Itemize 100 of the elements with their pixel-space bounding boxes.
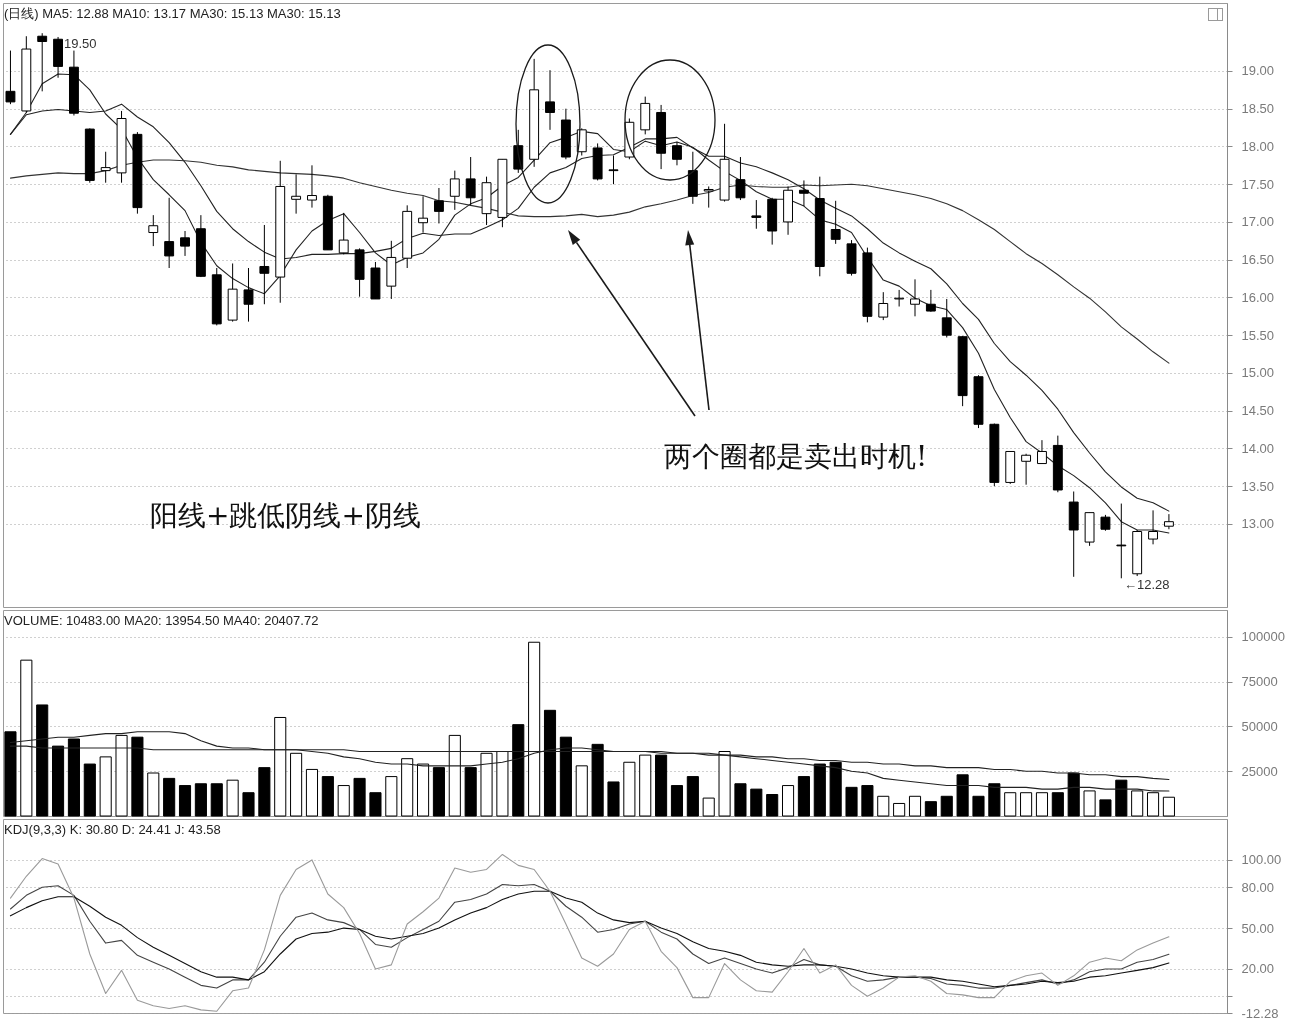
candlestick — [465, 156, 476, 206]
y-tick-label: 15.00 — [1241, 365, 1275, 381]
y-tick-label: 14.50 — [1241, 403, 1275, 419]
candlestick — [830, 200, 841, 245]
candlestick — [703, 185, 714, 209]
candlestick — [148, 214, 159, 247]
bar — [242, 792, 255, 817]
candlestick — [1037, 439, 1047, 465]
annotation: 两个圈都是卖出时机! — [664, 440, 928, 473]
y-tick-label: 13.50 — [1241, 478, 1275, 494]
bar — [670, 785, 684, 817]
bar — [210, 783, 223, 817]
candlestick — [1116, 503, 1127, 579]
annotation: ←12.28 — [1124, 577, 1170, 592]
bar — [766, 794, 779, 817]
candlestick — [307, 164, 317, 209]
y-tick-label: 50000 — [1241, 718, 1278, 734]
bar — [797, 776, 810, 817]
chart-title: KDJ(9,3,3) K: 30.80 D: 24.41 J: 43.58 — [4, 822, 221, 837]
y-tick-label: 17.50 — [1241, 176, 1275, 192]
bar — [36, 704, 49, 817]
bar — [940, 795, 953, 817]
candlestick — [338, 212, 349, 255]
bar — [543, 709, 557, 817]
candlestick — [180, 230, 190, 257]
bar — [67, 738, 80, 817]
bar — [1115, 779, 1128, 817]
candlestick — [751, 199, 762, 230]
bar — [813, 763, 826, 817]
bar — [988, 783, 1001, 817]
bar — [734, 783, 747, 817]
y-tick-label: 13.00 — [1241, 516, 1275, 532]
candlestick — [418, 195, 428, 234]
y-tick-label: 20.00 — [1241, 961, 1275, 977]
candlestick — [941, 298, 952, 338]
bar — [194, 783, 207, 817]
bar — [52, 745, 65, 817]
y-tick-label: -12.28 — [1241, 1005, 1279, 1021]
candlestick — [164, 197, 175, 269]
bar — [1099, 799, 1112, 817]
bar — [1067, 772, 1080, 817]
y-tick-label: 15.50 — [1241, 327, 1275, 343]
bar — [178, 785, 192, 817]
candlestick — [798, 179, 809, 207]
candlestick — [449, 170, 460, 211]
candlestick — [37, 32, 48, 92]
bar — [1051, 792, 1064, 817]
bar — [163, 777, 176, 817]
chart-title: (日线) MA5: 12.88 MA10: 13.17 MA30: 15.13 MA30: 15.13 — [4, 6, 341, 21]
bar — [131, 736, 144, 817]
y-tick-label: 25000 — [1241, 763, 1278, 779]
bar — [924, 801, 937, 817]
bar — [512, 724, 525, 817]
candlestick — [243, 267, 254, 323]
candlestick — [291, 173, 302, 215]
bar — [607, 781, 620, 817]
bar — [464, 767, 477, 817]
bar — [861, 785, 874, 817]
bar — [686, 776, 699, 817]
y-tick-label: 80.00 — [1241, 879, 1275, 895]
y-tick-label: 100000 — [1241, 629, 1285, 645]
bar — [655, 754, 668, 817]
y-tick-label: 18.50 — [1241, 101, 1275, 117]
bar — [559, 736, 572, 817]
y-tick-label: 75000 — [1241, 674, 1278, 690]
y-tick-label: 18.00 — [1241, 138, 1275, 154]
candlestick — [878, 291, 889, 321]
candlestick — [925, 289, 936, 313]
candlestick — [735, 156, 746, 201]
y-tick-label: 19.00 — [1241, 63, 1275, 79]
chart-title: VOLUME: 10483.00 MA20: 13954.50 MA40: 20407.72 — [4, 613, 319, 628]
candlestick — [1021, 453, 1032, 486]
bar — [432, 767, 445, 817]
line-series — [9, 159, 1170, 364]
y-tick-label: 100.00 — [1241, 852, 1282, 868]
candlestick — [259, 224, 270, 305]
y-tick-label: 16.00 — [1241, 289, 1275, 305]
candlestick — [433, 187, 444, 224]
y-tick-label: 50.00 — [1241, 920, 1275, 936]
bar — [321, 776, 334, 817]
bar — [369, 792, 382, 817]
candlestick — [100, 151, 111, 184]
y-tick-label: 16.50 — [1241, 252, 1275, 268]
bar — [829, 761, 842, 817]
candlestick — [608, 155, 619, 185]
candlestick — [910, 278, 920, 317]
candlestick — [1163, 513, 1174, 530]
bar — [353, 777, 366, 817]
y-tick-label: 17.00 — [1241, 214, 1275, 230]
candlestick — [545, 69, 555, 131]
bar — [845, 786, 858, 817]
bar — [591, 743, 604, 817]
candlestick — [5, 50, 16, 105]
candlestick — [672, 141, 682, 166]
line-series — [9, 731, 1170, 792]
annotation: 阳线+跳低阴线+阴线 — [150, 499, 421, 532]
annotation: 19.50 — [64, 36, 97, 51]
candlestick — [1148, 509, 1158, 545]
bar — [750, 788, 763, 817]
bar — [956, 774, 969, 817]
